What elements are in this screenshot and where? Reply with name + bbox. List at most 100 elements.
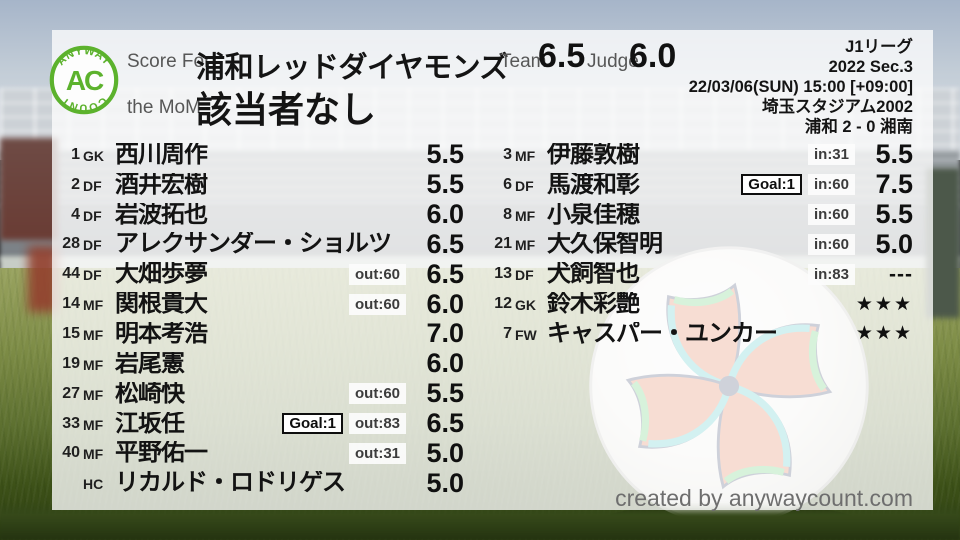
player-position: DF — [83, 177, 102, 194]
match-datetime: 22/03/06(SUN) 15:00 [+09:00] — [688, 78, 913, 96]
player-rating: 5.5 — [875, 199, 913, 230]
player-badges: out:60 — [349, 263, 406, 285]
player-name: 馬渡和彰 — [547, 172, 640, 197]
player-number: 6 — [503, 175, 512, 193]
anywaycount-logo-icon: ANYWAY COUNT AC — [49, 45, 119, 115]
team-name: 浦和レッドダイヤモンズ — [196, 52, 509, 84]
player-rating: ★★★ — [855, 293, 913, 315]
player-position: MF — [515, 207, 536, 224]
player-name: 平野佑一 — [115, 441, 208, 466]
player-number: 27 — [62, 384, 80, 402]
player-name: 西川周作 — [115, 142, 208, 167]
player-name: 伊藤敦樹 — [547, 142, 640, 167]
player-name: 犬飼智也 — [547, 262, 640, 287]
player-badges: Goal:1 in:60 — [741, 174, 855, 196]
player-position: DF — [83, 267, 102, 284]
player-badges: in:60 — [807, 233, 855, 255]
player-rating: 7.0 — [426, 318, 464, 349]
player-number: 40 — [62, 444, 80, 462]
player-position: MF — [515, 147, 536, 164]
player-badges: in:31 — [807, 144, 855, 166]
venue-name: 埼玉スタジアム2002 — [761, 98, 913, 116]
player-number: 3 — [503, 145, 512, 163]
player-name: 大久保智明 — [547, 232, 663, 257]
player-position: MF — [83, 386, 104, 403]
player-badges: in:83 — [807, 263, 855, 285]
player-row: HC リカルド・ロドリゲス 5.0 — [54, 468, 464, 498]
player-badges: out:31 — [349, 442, 406, 464]
substitution-badge: in:60 — [807, 233, 855, 255]
player-number: 1 — [71, 145, 80, 163]
player-name: 酒井宏樹 — [115, 172, 208, 197]
player-rating: 5.0 — [875, 228, 913, 259]
player-position: GK — [83, 147, 104, 164]
player-row: 19 MF 岩尾憲 6.0 — [54, 349, 464, 379]
player-name: アレクサンダー・ショルツ — [115, 232, 392, 257]
player-number: 28 — [62, 235, 80, 253]
season-section: 2022 Sec.3 — [828, 58, 913, 76]
substitution-badge: out:60 — [349, 293, 406, 315]
player-name: 明本考浩 — [115, 321, 208, 346]
player-rating: 5.5 — [426, 169, 464, 200]
player-position: DF — [515, 177, 534, 194]
goal-badge: Goal:1 — [741, 174, 802, 196]
player-row: 7 FW キャスパー・ユンカー ★★★ — [486, 319, 913, 349]
player-number: 4 — [71, 205, 80, 223]
player-row: 1 GK 西川周作 5.5 — [54, 140, 464, 170]
match-info-block: J1リーグ 2022 Sec.3 22/03/06(SUN) 15:00 [+0… — [689, 37, 913, 137]
player-position: MF — [83, 297, 104, 314]
player-position: MF — [515, 237, 536, 254]
mom-label: the MoM — [127, 97, 201, 118]
substitution-badge: in:83 — [807, 263, 855, 285]
player-position: FW — [515, 326, 537, 343]
goal-badge: Goal:1 — [282, 413, 343, 435]
substitution-badge: out:31 — [349, 442, 406, 464]
player-name: キャスパー・ユンカー — [547, 321, 778, 346]
player-position: DF — [515, 267, 534, 284]
left-stands — [0, 138, 58, 240]
player-row: 12 GK 鈴木彩艶 ★★★ — [486, 289, 913, 319]
player-rating: 6.0 — [426, 199, 464, 230]
player-position: GK — [515, 297, 536, 314]
credit-text: created by anywaycount.com — [615, 485, 913, 511]
player-rating: 5.5 — [426, 139, 464, 170]
substitution-badge: in:60 — [807, 174, 855, 196]
player-name: 関根貴大 — [115, 292, 208, 317]
league-name: J1リーグ — [845, 38, 913, 56]
player-number: 33 — [62, 414, 80, 432]
score-for-label: Score For — [127, 51, 211, 72]
player-number: 8 — [503, 205, 512, 223]
player-rating: 7.5 — [875, 169, 913, 200]
player-badges: out:60 — [349, 383, 406, 405]
player-name: 鈴木彩艶 — [547, 292, 640, 317]
player-position: DF — [83, 207, 102, 224]
player-position: MF — [83, 326, 104, 343]
player-row: 40 MF 平野佑一 out:31 5.0 — [54, 438, 464, 468]
player-row: 21 MF 大久保智明 in:60 5.0 — [486, 230, 913, 260]
player-row: 28 DF アレクサンダー・ショルツ 6.5 — [54, 230, 464, 260]
player-rating: 5.0 — [426, 437, 464, 468]
svg-text:COUNT: COUNT — [59, 94, 109, 113]
player-row: 8 MF 小泉佳穂 in:60 5.5 — [486, 200, 913, 230]
player-row: 27 MF 松崎快 out:60 5.5 — [54, 379, 464, 409]
player-number: 2 — [71, 175, 80, 193]
player-row: 33 MF 江坂任 Goal:1 out:83 6.5 — [54, 409, 464, 439]
player-position: MF — [83, 416, 104, 433]
player-rating: 6.0 — [426, 348, 464, 379]
player-row: 44 DF 大畑歩夢 out:60 6.5 — [54, 259, 464, 289]
substitution-badge: in:60 — [807, 204, 855, 226]
player-rating: 5.5 — [426, 378, 464, 409]
player-rating: ★★★ — [855, 323, 913, 345]
player-row: 4 DF 岩波拓也 6.0 — [54, 200, 464, 230]
mom-value: 該当者なし — [196, 89, 377, 130]
player-rating: 5.5 — [875, 139, 913, 170]
player-position: MF — [83, 446, 104, 463]
player-badges: out:60 — [349, 293, 406, 315]
player-rating: 6.5 — [426, 258, 464, 289]
player-number: 19 — [62, 354, 80, 372]
judge-score-value: 6.0 — [629, 37, 677, 75]
player-row: 14 MF 関根貴大 out:60 6.0 — [54, 289, 464, 319]
player-row: 15 MF 明本考浩 7.0 — [54, 319, 464, 349]
player-position: HC — [83, 476, 104, 493]
